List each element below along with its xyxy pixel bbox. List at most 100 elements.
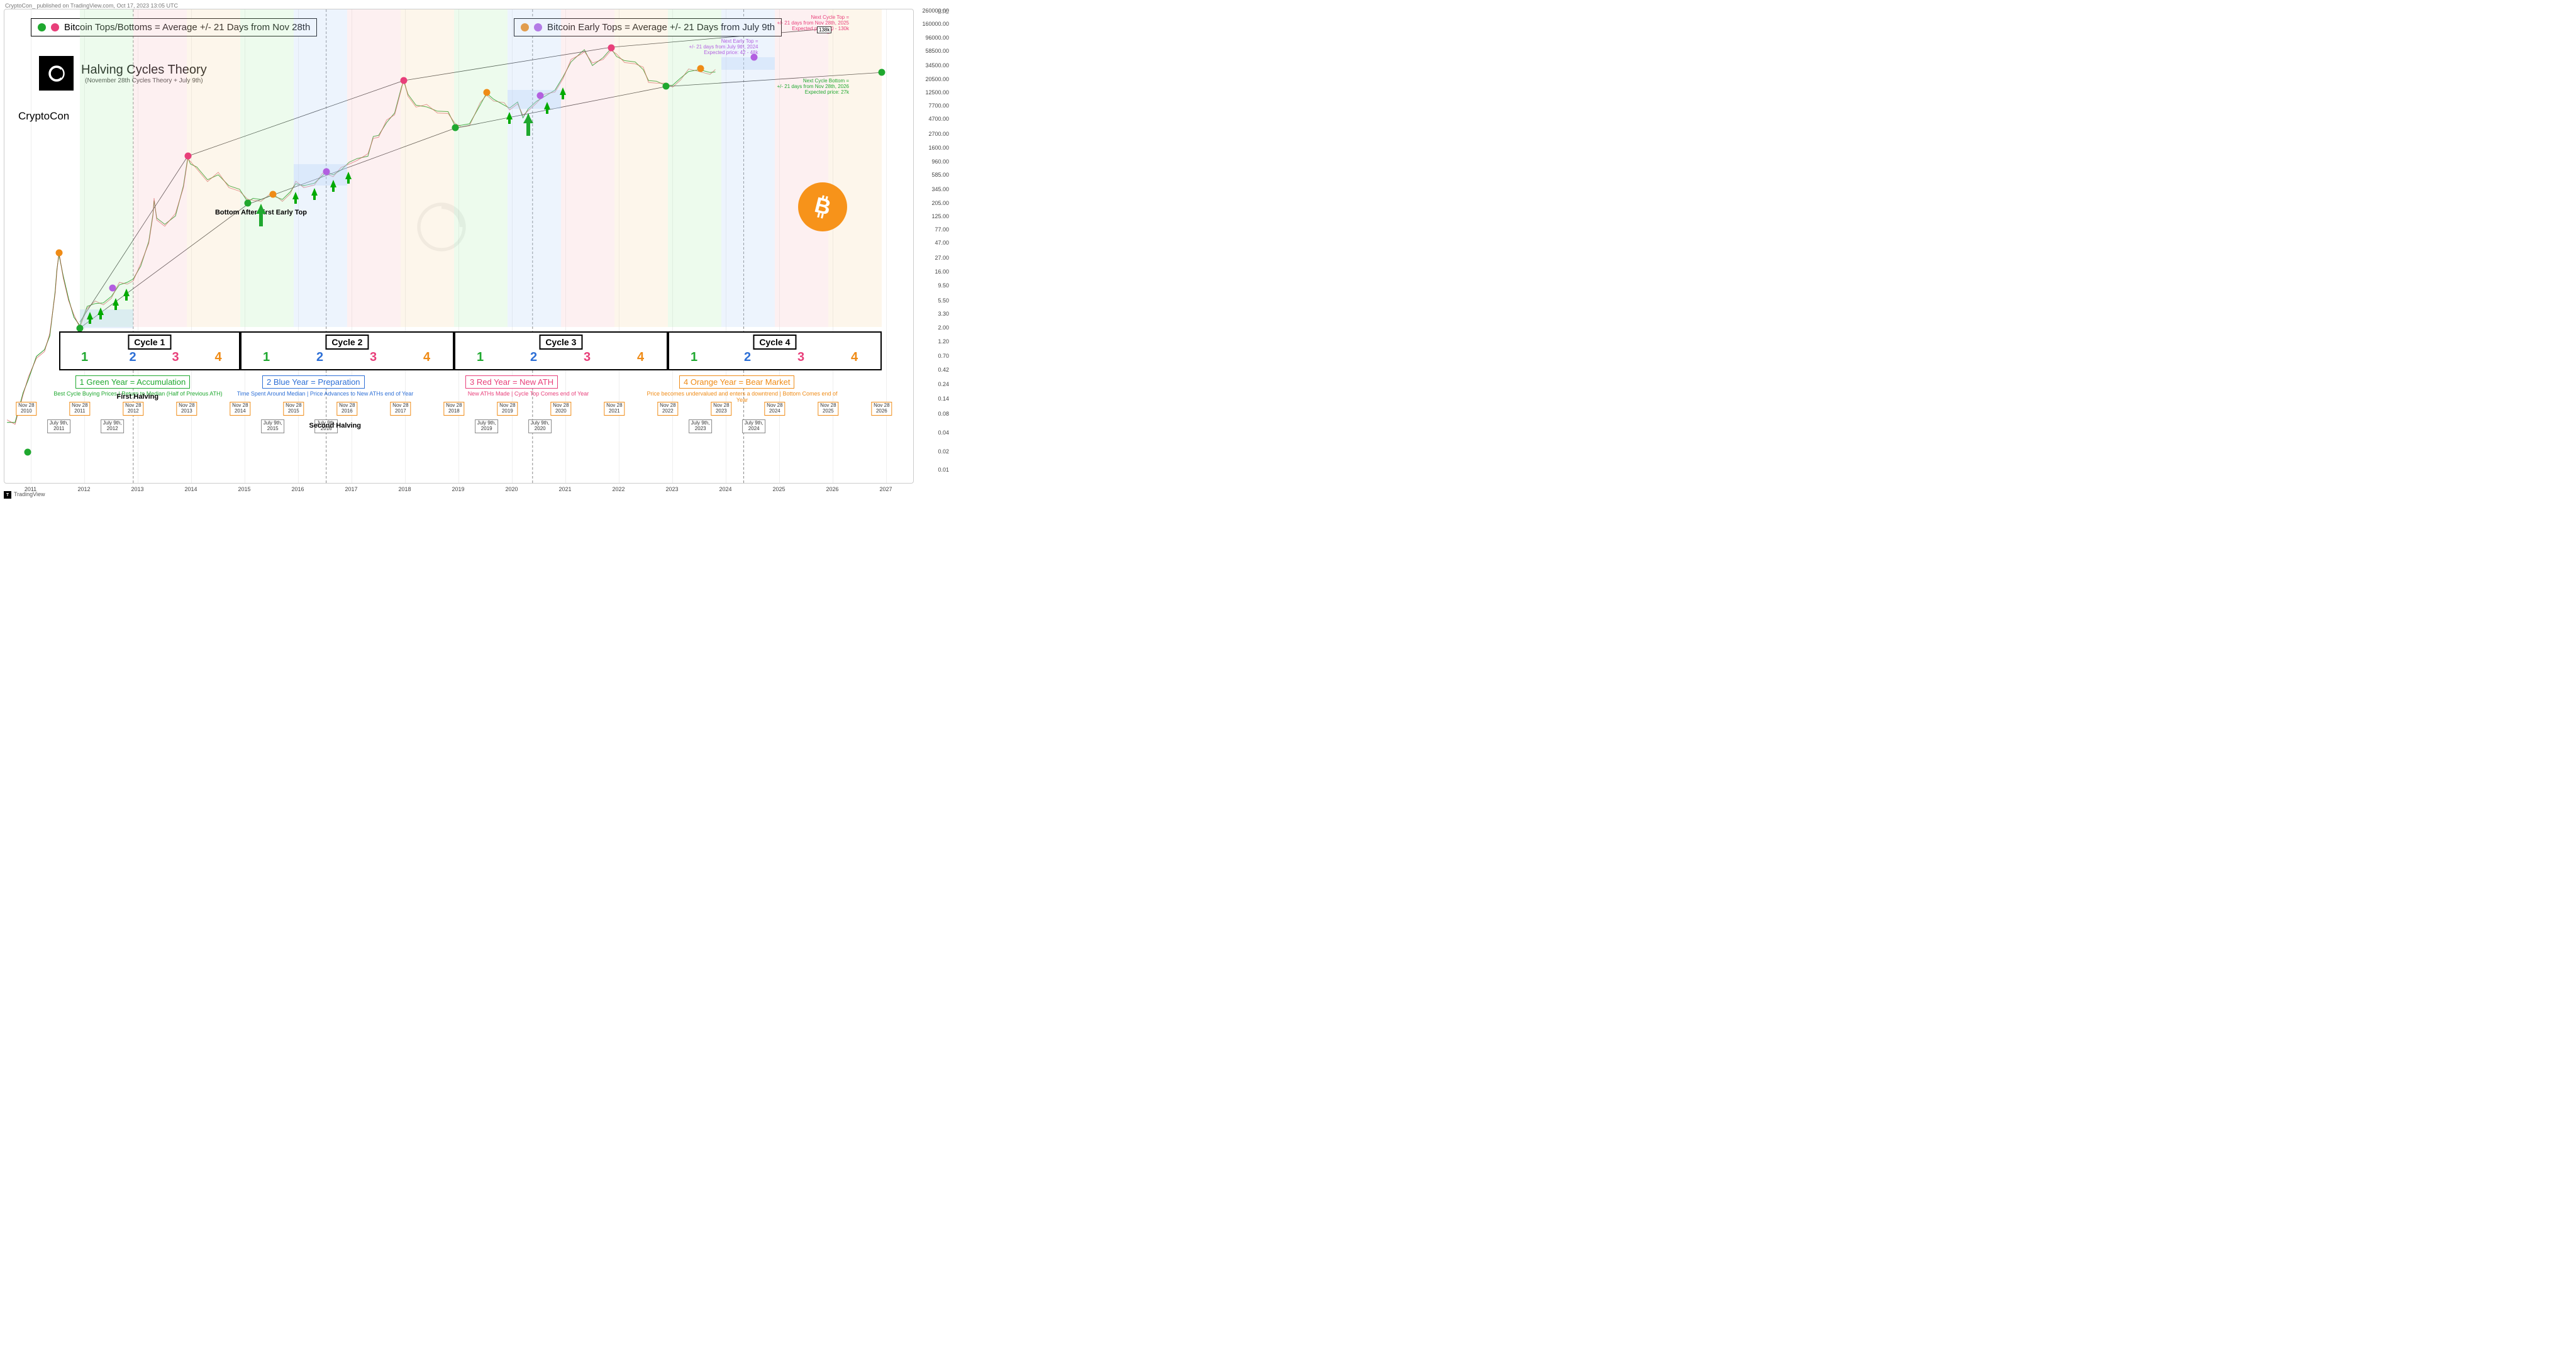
up-arrow-icon [97, 307, 104, 315]
y-tick-label: 47.00 [915, 240, 949, 246]
x-tick-label: 2023 [665, 486, 678, 492]
phase-description: New ATHs Made | Cycle Top Comes end of Y… [428, 390, 629, 397]
y-tick-label: 12500.00 [915, 89, 949, 96]
y-tick-label: 260000.00 [915, 8, 949, 14]
bitcoin-logo-icon: B [798, 182, 847, 231]
cycle-title: Cycle 3 [539, 335, 582, 350]
marker-dot [697, 65, 704, 72]
y-tick-label: 20500.00 [915, 76, 949, 82]
footer-brand: TradingView [14, 491, 45, 497]
y-tick-label: 2.00 [915, 324, 949, 331]
marker-dot [269, 191, 276, 198]
nov28-marker: Nov 282018 [443, 402, 464, 416]
nov28-marker: Nov 282016 [336, 402, 357, 416]
y-tick-label: 0.24 [915, 381, 949, 387]
marker-dot [483, 89, 490, 96]
x-tick-label: 2022 [612, 486, 625, 492]
july9-marker: July 9th,2015 [261, 419, 285, 433]
cycle-phase-number: 2 [530, 350, 537, 479]
y-tick-label: 0.08 [915, 411, 949, 417]
phase-band [508, 9, 561, 327]
nov28-marker: Nov 282017 [390, 402, 411, 416]
cycle-phase-number: 4 [214, 350, 221, 479]
y-tick-label: 0.70 [915, 353, 949, 359]
phase-label: 3 Red Year = New ATH [465, 375, 558, 389]
y-tick-label: 77.00 [915, 226, 949, 233]
july9-marker: July 9th,2023 [689, 419, 713, 433]
x-axis: 2011201220132014201520162017201820192020… [4, 484, 914, 492]
up-arrow-icon [506, 112, 513, 119]
x-tick-label: 2012 [77, 486, 90, 492]
nov28-marker: Nov 282011 [69, 402, 90, 416]
nov28-marker: Nov 282024 [764, 402, 785, 416]
marker-dot [400, 77, 407, 84]
phase-band [614, 9, 668, 327]
marker-dot [608, 44, 614, 51]
cycle-title: Cycle 1 [128, 335, 171, 350]
phase-band [187, 9, 240, 327]
y-tick-label: 96000.00 [915, 35, 949, 41]
median-band [508, 90, 561, 109]
marker-dot [452, 124, 458, 131]
y-tick-label: 27.00 [915, 255, 949, 261]
july9-marker: July 9th,2020 [528, 419, 552, 433]
nov28-marker: Nov 282015 [283, 402, 304, 416]
cycle-phase-number: 3 [797, 350, 804, 479]
nov28-marker: Nov 282022 [657, 402, 678, 416]
up-arrow-icon [113, 298, 119, 306]
cycle-box: Cycle 2 [240, 331, 454, 370]
nov28-marker: Nov 282010 [16, 402, 36, 416]
nov28-marker: Nov 282021 [604, 402, 625, 416]
phase-band [454, 9, 508, 327]
cryptocon-logo-icon [39, 56, 74, 91]
marker-dot [323, 168, 330, 175]
cycle-box: Cycle 4 [668, 331, 882, 370]
cycle-title: Cycle 2 [325, 335, 369, 350]
y-tick-label: 160000.00 [915, 21, 949, 27]
big-up-arrow-icon [256, 205, 266, 230]
big-up-arrow-icon [523, 114, 533, 139]
up-arrow-icon [345, 172, 352, 179]
chart-plot-area: Bitcoin Tops/Bottoms = Average +/- 21 Da… [4, 9, 914, 484]
cycle-phase-number: 3 [584, 350, 591, 479]
phase-label: 1 Green Year = Accumulation [75, 375, 191, 389]
nov28-marker: Nov 282023 [711, 402, 731, 416]
y-tick-label: 1600.00 [915, 145, 949, 151]
cycle-phase-number: 4 [851, 350, 858, 479]
cycle-phase-number: 1 [691, 350, 697, 479]
prediction-early_top: Next Early Top =+/- 21 days from July 9t… [677, 38, 758, 56]
x-tick-label: 2020 [505, 486, 518, 492]
phase-band [80, 9, 133, 327]
second-halving-label: Second Halving [309, 422, 362, 429]
nov28-marker: Nov 282025 [818, 402, 838, 416]
up-arrow-icon [560, 87, 566, 95]
phase-band [828, 9, 882, 327]
cycle-phase-number: 1 [477, 350, 484, 479]
up-arrow-icon [311, 188, 318, 196]
cycle-phase-number: 1 [263, 350, 270, 479]
x-tick-label: 2013 [131, 486, 143, 492]
nov28-marker: Nov 282012 [123, 402, 143, 416]
y-tick-label: 9.50 [915, 282, 949, 289]
x-tick-label: 2014 [184, 486, 197, 492]
july9-marker: July 9th,2019 [475, 419, 499, 433]
publish-header: CryptoCon_ published on TradingView.com,… [5, 3, 178, 9]
cycle-phase-number: 2 [316, 350, 323, 479]
cycle-phase-number: 4 [423, 350, 430, 479]
prediction-cycle_top: Next Cycle Top =+/- 21 days from Nov 28t… [767, 14, 849, 32]
phase-description: Price becomes undervalued and enters a d… [641, 390, 843, 403]
x-tick-label: 2019 [452, 486, 464, 492]
x-tick-label: 2024 [719, 486, 731, 492]
y-tick-label: 0.14 [915, 396, 949, 402]
y-tick-label: 585.00 [915, 172, 949, 178]
y-tick-label: 1.20 [915, 338, 949, 345]
y-tick-label: 16.00 [915, 269, 949, 275]
y-tick-label: 3.30 [915, 311, 949, 317]
y-tick-label: 0.02 [915, 448, 949, 455]
x-tick-label: 2025 [772, 486, 785, 492]
y-tick-label: 205.00 [915, 200, 949, 206]
cycle-phase-number: 4 [637, 350, 644, 479]
marker-dot [663, 83, 670, 90]
cycle-title: Cycle 4 [753, 335, 796, 350]
y-tick-label: 4700.00 [915, 116, 949, 122]
